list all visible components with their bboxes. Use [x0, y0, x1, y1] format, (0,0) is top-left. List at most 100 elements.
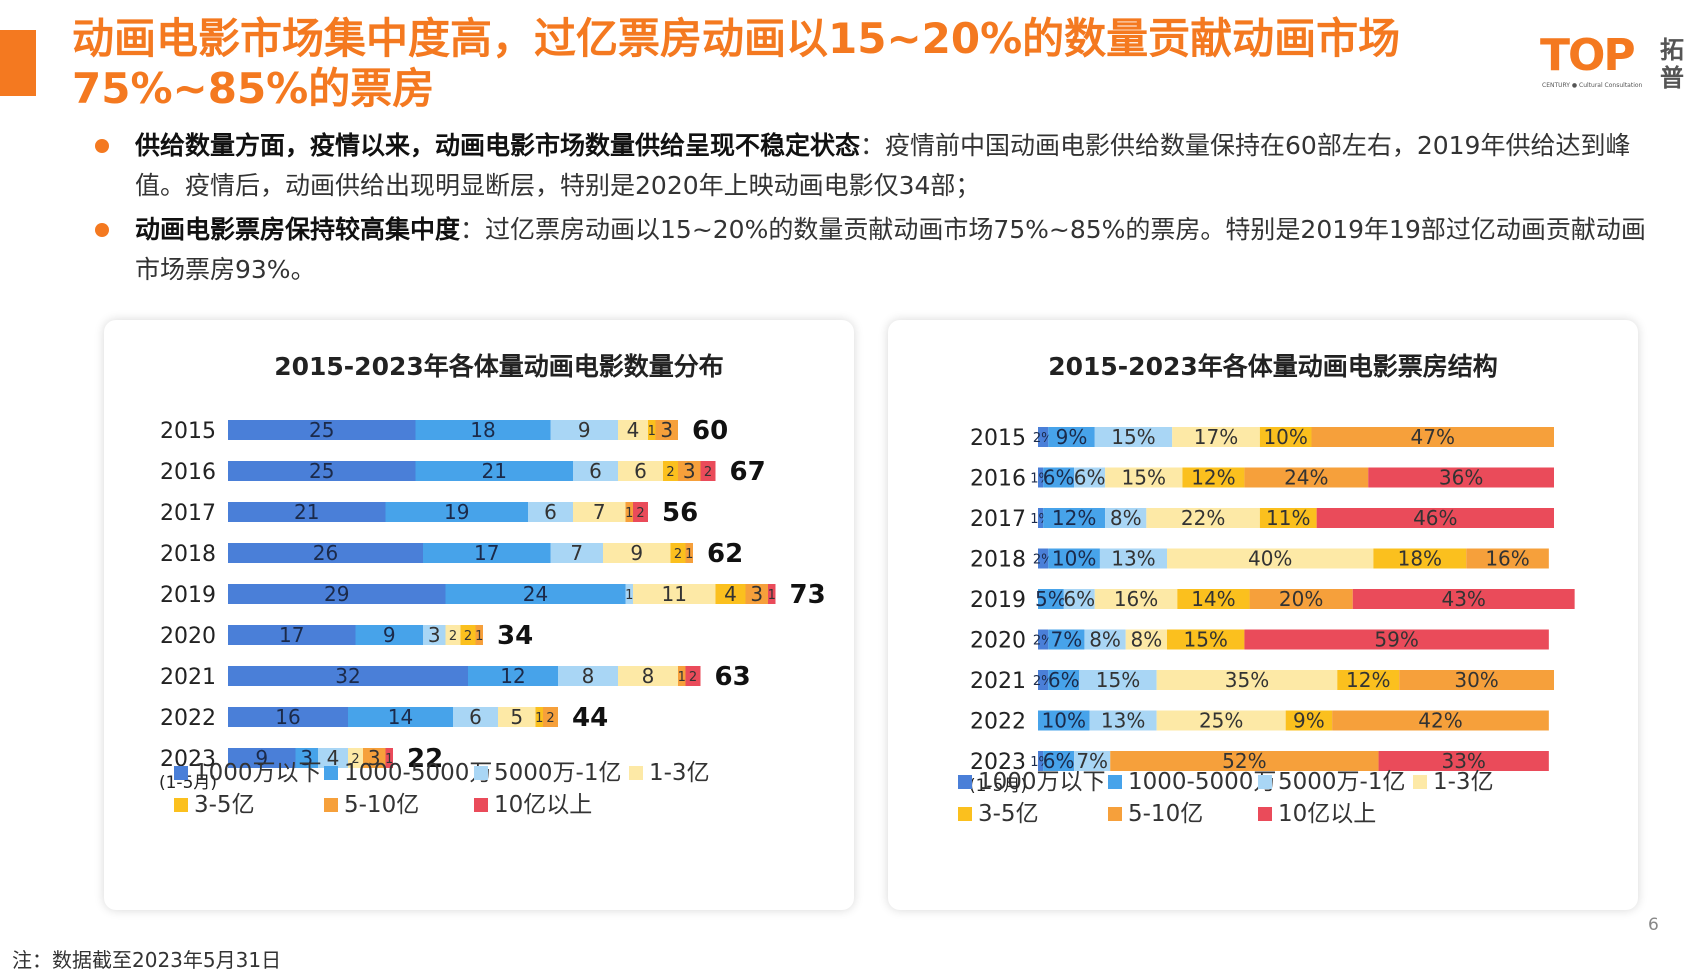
bar-segment [1043, 508, 1106, 528]
bar-segment [1368, 467, 1554, 488]
bar-segment [1156, 710, 1286, 731]
bar-segment [1048, 670, 1080, 690]
data-label: 3 [660, 418, 673, 442]
bar-segment [1110, 751, 1379, 771]
data-label: 8 [642, 664, 655, 688]
bar-segment [1259, 508, 1317, 528]
category-label: 2015 [970, 426, 1026, 451]
total-label: 60 [692, 416, 728, 446]
category-label: 2022 [160, 706, 216, 731]
data-label: 12 [500, 664, 525, 688]
data-label: 13% [1111, 547, 1155, 571]
bar-segment [1182, 467, 1245, 488]
bar-segment [1079, 670, 1157, 690]
bar-segment [1167, 629, 1245, 650]
bar-segment [1244, 467, 1369, 488]
bar-segment [1038, 508, 1044, 528]
data-label: 1 [385, 752, 393, 767]
bar-segment [355, 625, 423, 645]
bar-segment [618, 461, 663, 481]
category-subtitle: (1-5月) [969, 776, 1027, 796]
bar-segment [228, 420, 416, 440]
data-label: 2 [666, 465, 674, 480]
data-label: 8% [1089, 628, 1121, 652]
bar-segment [1177, 589, 1250, 609]
bar-segment [363, 748, 386, 768]
bar-segment [655, 420, 678, 440]
data-label: 35% [1225, 668, 1269, 692]
legend-label: 10亿以上 [494, 792, 592, 818]
data-label: 2 [351, 752, 359, 767]
legend-swatch [1413, 775, 1427, 789]
category-label: 2019 [970, 588, 1026, 613]
data-label: 3 [368, 746, 381, 770]
data-label: 17 [279, 623, 304, 647]
category-label: 2022 [970, 710, 1026, 735]
data-label: 3 [750, 582, 763, 606]
data-label: 1 [648, 424, 656, 439]
bar-segment [768, 584, 776, 604]
data-label: 2% [1033, 431, 1054, 446]
data-label: 22% [1181, 506, 1225, 530]
data-label: 12% [1191, 466, 1235, 490]
bar-segment [1146, 508, 1260, 528]
bar-segment [685, 543, 693, 563]
title-accent-bar [0, 30, 36, 96]
data-label: 16% [1485, 547, 1529, 571]
total-label: 44 [572, 703, 608, 733]
legend-label: 5000万-1亿 [1278, 769, 1405, 795]
data-label: 29 [324, 582, 349, 606]
data-label: 1 [625, 588, 633, 603]
legend-label: 5-10亿 [1128, 801, 1203, 827]
data-label: 18% [1398, 547, 1442, 571]
bar-segment [618, 666, 678, 686]
bar-segment [228, 584, 446, 604]
data-label: 3 [300, 746, 313, 770]
data-label: 16 [275, 705, 300, 729]
bar-segment [228, 707, 348, 727]
legend-label: 1-3亿 [649, 760, 710, 786]
data-label: 43% [1441, 587, 1485, 611]
bar-segment [618, 420, 648, 440]
bar-segment [1352, 589, 1575, 609]
bar-segment [678, 666, 686, 686]
data-label: 9 [578, 418, 591, 442]
legend-label: 1000万以下 [978, 769, 1106, 795]
bar-segment [625, 502, 633, 522]
legend-label: 10亿以上 [1278, 801, 1376, 827]
bar-segment [445, 625, 461, 645]
bar-segment [1332, 710, 1549, 731]
category-label: 2020 [160, 624, 216, 649]
data-label: 13% [1101, 709, 1145, 733]
data-label: 9% [1056, 425, 1088, 449]
bar-segment [1156, 670, 1338, 690]
data-label: 6% [1048, 668, 1080, 692]
legend-swatch [1258, 807, 1272, 821]
data-label: 15% [1111, 425, 1155, 449]
bar-segment [745, 584, 768, 604]
data-label: 6 [469, 705, 482, 729]
bar-segment [228, 502, 386, 522]
legend-swatch [958, 807, 972, 821]
bar-segment [1105, 467, 1183, 488]
bar-segment [1038, 589, 1064, 609]
total-label: 62 [707, 539, 743, 569]
data-label: 3 [428, 623, 441, 647]
bar-segment [678, 461, 701, 481]
bar-segment [468, 666, 558, 686]
data-label: 9 [255, 746, 268, 770]
bar-segment [228, 748, 296, 768]
category-label: 2018 [160, 542, 216, 567]
data-label: 6% [1043, 749, 1075, 773]
bar-segment [700, 461, 716, 481]
data-label: 6% [1043, 466, 1075, 490]
bar-segment [1259, 427, 1312, 447]
bar-segment [1172, 427, 1260, 447]
category-label: 2021 [160, 665, 216, 690]
bar-segment [423, 625, 446, 645]
data-label: 52% [1222, 749, 1266, 773]
bar-segment [1038, 670, 1049, 690]
data-label: 10% [1052, 547, 1096, 571]
total-label: 67 [730, 457, 766, 487]
